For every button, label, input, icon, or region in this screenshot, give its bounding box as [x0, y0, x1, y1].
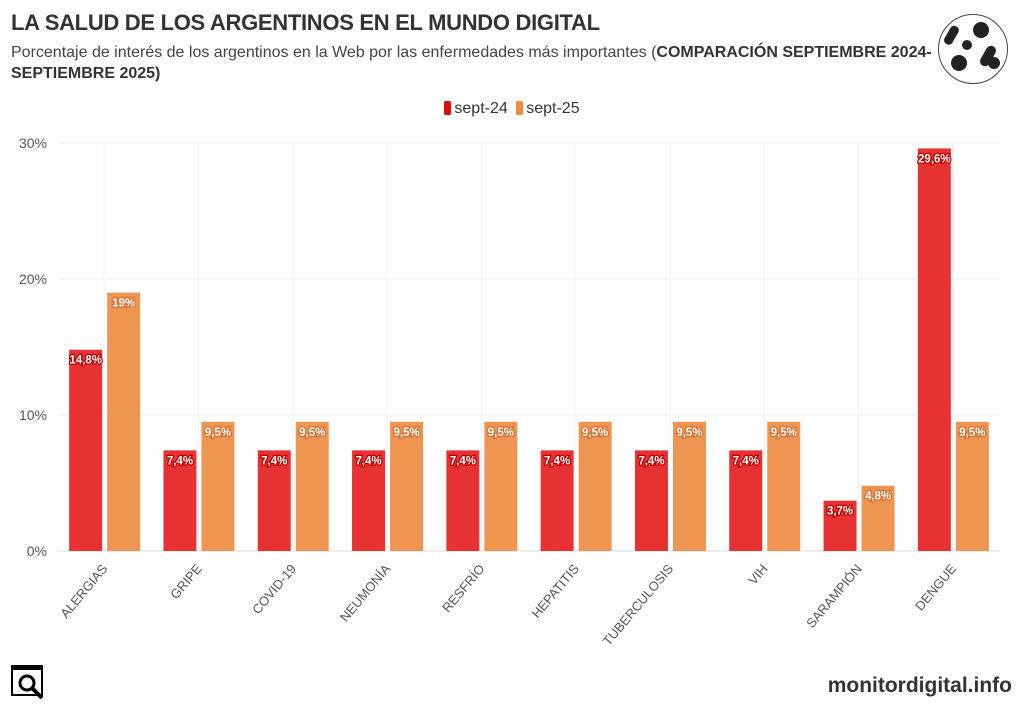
data-label: 4,8% [865, 491, 891, 503]
x-tick-label: DENGUE [912, 561, 959, 613]
data-label: 9,5% [582, 427, 608, 439]
data-label: 7,4% [544, 455, 570, 467]
bar-sept-24 [257, 450, 291, 551]
data-label: 9,5% [771, 427, 797, 439]
bar-chart: 0% 10% 20% 30% 14,8% 19% ALERGIAS 7,4% 9,5% GRIPE… [19, 135, 1000, 648]
brand-label: monitordigital.info [827, 674, 1012, 697]
x-tick-label: TUBERCULOSIS [600, 561, 677, 648]
data-label: 9,5% [393, 427, 419, 439]
bar-sept-25 [955, 421, 989, 551]
data-label: 7,4% [355, 455, 381, 467]
bar-sept-24 [352, 450, 386, 551]
chart-title: LA SALUD DE LOS ARGENTINOS EN EL MUNDO D… [11, 10, 600, 35]
data-label: 7,4% [450, 455, 476, 467]
bar-sept-25 [107, 292, 141, 551]
y-tick-label: 0% [27, 543, 47, 559]
bar-sept-25 [672, 421, 706, 551]
data-label: 9,5% [676, 427, 702, 439]
x-tick-label: ALERGIAS [57, 561, 110, 621]
y-tick-label: 20% [19, 271, 47, 287]
bar-sept-25 [861, 485, 895, 551]
bar-sept-25 [295, 421, 329, 551]
data-label: 7,4% [261, 455, 287, 467]
legend-swatch [444, 101, 452, 115]
x-tick-label: NEUMONÍA [337, 561, 394, 625]
magnifier-logo-icon [11, 665, 47, 706]
bar-sept-24 [729, 450, 763, 551]
subtitle-text: Porcentaje de interés de los argentinos … [11, 44, 657, 61]
bar-sept-24 [69, 349, 103, 551]
x-tick-label: GRIPE [167, 561, 205, 602]
y-tick-label: 30% [19, 135, 47, 151]
chart-subtitle: Porcentaje de interés de los argentinos … [11, 42, 941, 84]
bar-sept-25 [390, 421, 424, 551]
bar-sept-25 [767, 421, 801, 551]
y-tick-label: 10% [19, 407, 47, 423]
data-label: 14,8% [69, 355, 102, 367]
bar-sept-25 [201, 421, 235, 551]
virus-logo-icon [938, 14, 1008, 84]
x-tick-label: SARAMPIÓN [803, 561, 865, 630]
data-label: 29,6% [918, 153, 951, 165]
bar-sept-24 [823, 500, 857, 551]
x-tick-label: COVID-19 [249, 561, 299, 617]
data-label: 9,5% [959, 427, 985, 439]
x-tick-label: RESFRÍO [439, 561, 488, 615]
data-label: 7,4% [167, 455, 193, 467]
bar-sept-24 [540, 450, 574, 551]
bar-sept-24 [917, 148, 951, 551]
legend-label: sept-24 [454, 100, 508, 117]
x-tick-label: VIH [745, 561, 770, 587]
data-label: 9,5% [488, 427, 514, 439]
bar-sept-25 [484, 421, 518, 551]
subtitle-bold: COMPARACIÓN SEPTIEMBRE 2024-SEPTIEMBRE 2… [11, 44, 932, 82]
data-label: 9,5% [299, 427, 325, 439]
data-label: 7,4% [638, 455, 664, 467]
bar-sept-24 [634, 450, 668, 551]
chart-legend: sept-24 sept-25 [0, 100, 1024, 118]
data-label: 7,4% [733, 455, 759, 467]
legend-item-sept-24[interactable]: sept-24 [444, 100, 508, 117]
bar-sept-25 [578, 421, 612, 551]
legend-swatch [516, 101, 524, 115]
legend-item-sept-25[interactable]: sept-25 [516, 100, 580, 117]
legend-label: sept-25 [526, 100, 580, 117]
data-label: 3,7% [827, 506, 853, 518]
bar-sept-24 [446, 450, 480, 551]
x-tick-label: HEPATITIS [529, 561, 583, 621]
data-label: 19% [112, 298, 135, 310]
data-label: 9,5% [205, 427, 231, 439]
bar-sept-24 [163, 450, 197, 551]
